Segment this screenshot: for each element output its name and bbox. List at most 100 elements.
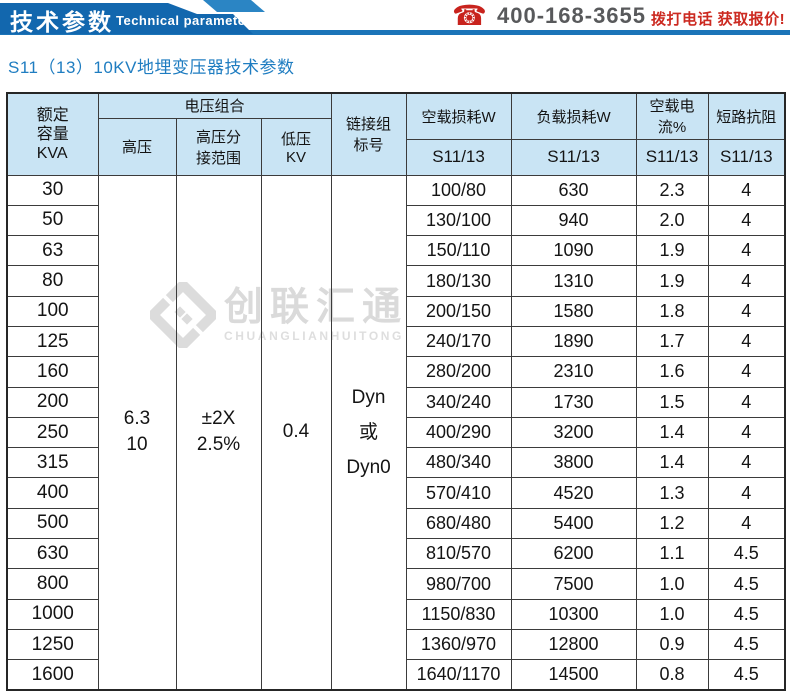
- impedance-cell: 4: [707, 477, 786, 509]
- table-row: 1000 1150/830 10300 1.0 4.5: [6, 598, 786, 630]
- tap-cell: ±2X 2.5%: [175, 174, 262, 691]
- no-load-current-cell: 0.9: [635, 628, 709, 661]
- spec-table: 额定 容量 KVA 电压组合 链接组 标号 空载损耗W 负载损耗W 空载电流% …: [6, 92, 787, 692]
- kva-cell: 250: [6, 416, 99, 449]
- no-load-current-cell: 1.0: [635, 568, 709, 600]
- no-load-loss-cell: 810/570: [405, 538, 512, 570]
- banner-title-en: Technical parameter: [116, 13, 251, 28]
- impedance-cell: 4.5: [707, 659, 786, 691]
- table-row: 1250 1360/970 12800 0.9 4.5: [6, 628, 786, 661]
- table-row: 30 6.3 10 ±2X 2.5% 0.4 Dyn 或 Dyn0 100/80 630 2.…: [6, 174, 786, 691]
- load-loss-cell: 1310: [510, 265, 637, 297]
- no-load-loss-cell: 150/110: [405, 235, 512, 267]
- kva-cell: 80: [6, 265, 99, 297]
- header-model-impedance: S11/13: [707, 138, 786, 176]
- impedance-cell: 4.5: [707, 628, 786, 661]
- phone-cta[interactable]: 拨打电话 获取报价!: [651, 11, 786, 28]
- impedance-cell: 4: [707, 265, 786, 297]
- load-loss-cell: 5400: [510, 507, 637, 540]
- no-load-loss-cell: 980/700: [405, 568, 512, 600]
- banner-title-cn: 技术参数: [10, 9, 114, 35]
- no-load-loss-cell: 100/80: [405, 174, 512, 206]
- header-model-load-loss: S11/13: [510, 138, 637, 176]
- lv-cell: 0.4: [260, 174, 332, 691]
- no-load-loss-cell: 130/100: [405, 204, 512, 237]
- load-loss-cell: 1090: [510, 235, 637, 267]
- impedance-cell: 4: [707, 386, 786, 418]
- table-row: 1600 1640/1170 14500 0.8 4.5: [6, 659, 786, 691]
- table-row: 315 480/340 3800 1.4 4: [6, 447, 786, 479]
- no-load-current-cell: 1.4: [635, 447, 709, 479]
- kva-cell: 30: [6, 174, 99, 206]
- impedance-cell: 4.5: [707, 568, 786, 600]
- load-loss-cell: 6200: [510, 538, 637, 570]
- page-title: S11（13）10KV地埋变压器技术参数: [8, 58, 295, 77]
- load-loss-cell: 10300: [510, 598, 637, 630]
- no-load-current-cell: 1.3: [635, 477, 709, 509]
- load-loss-cell: 4520: [510, 477, 637, 509]
- table-row: 200 340/240 1730 1.5 4: [6, 386, 786, 418]
- table-row: 160 280/200 2310 1.6 4: [6, 356, 786, 388]
- impedance-cell: 4: [707, 295, 786, 327]
- no-load-current-cell: 1.7: [635, 325, 709, 358]
- no-load-loss-cell: 400/290: [405, 416, 512, 449]
- impedance-cell: 4: [707, 507, 786, 540]
- phone-number[interactable]: 400-168-3655: [497, 3, 647, 28]
- impedance-cell: 4: [707, 325, 786, 358]
- kva-cell: 500: [6, 507, 99, 540]
- header-voltage-group: 电压组合: [97, 92, 332, 119]
- no-load-current-cell: 1.6: [635, 356, 709, 388]
- impedance-cell: 4.5: [707, 538, 786, 570]
- kva-cell: 160: [6, 356, 99, 388]
- no-load-current-cell: 1.0: [635, 598, 709, 630]
- kva-cell: 400: [6, 477, 99, 509]
- load-loss-cell: 940: [510, 204, 637, 237]
- no-load-current-cell: 1.8: [635, 295, 709, 327]
- no-load-current-cell: 1.9: [635, 265, 709, 297]
- load-loss-cell: 14500: [510, 659, 637, 691]
- no-load-current-cell: 1.1: [635, 538, 709, 570]
- no-load-current-cell: 0.8: [635, 659, 709, 691]
- header-model-no-load-current: S11/13: [635, 138, 709, 176]
- impedance-cell: 4: [707, 356, 786, 388]
- header-no-load-loss: 空载损耗W: [405, 92, 512, 140]
- header-no-load-current: 空载电流%: [635, 92, 709, 140]
- header-impedance: 短路抗阻: [707, 92, 786, 140]
- impedance-cell: 4: [707, 204, 786, 237]
- top-banner: 技术参数 Technical parameter ☎ 400-168-3655 …: [0, 0, 790, 44]
- impedance-cell: 4.5: [707, 598, 786, 630]
- header-capacity: 额定 容量 KVA: [6, 92, 99, 176]
- no-load-loss-cell: 340/240: [405, 386, 512, 418]
- impedance-cell: 4: [707, 235, 786, 267]
- load-loss-cell: 1890: [510, 325, 637, 358]
- table-row: 500 680/480 5400 1.2 4: [6, 507, 786, 540]
- table-body: 30 6.3 10 ±2X 2.5% 0.4 Dyn 或 Dyn0 100/80 630 2.…: [6, 174, 786, 691]
- no-load-loss-cell: 1150/830: [405, 598, 512, 630]
- header-high-voltage: 高压: [97, 117, 177, 176]
- no-load-loss-cell: 1360/970: [405, 628, 512, 661]
- table-head: 额定 容量 KVA 电压组合 链接组 标号 空载损耗W 负载损耗W 空载电流% …: [6, 92, 786, 176]
- banner-rule: [0, 30, 790, 35]
- kva-cell: 1250: [6, 628, 99, 661]
- no-load-current-cell: 1.9: [635, 235, 709, 267]
- header-tap-range: 高压分 接范围: [175, 117, 262, 176]
- load-loss-cell: 1580: [510, 295, 637, 327]
- kva-cell: 200: [6, 386, 99, 418]
- no-load-loss-cell: 240/170: [405, 325, 512, 358]
- table-row: 50 130/100 940 2.0 4: [6, 204, 786, 237]
- kva-cell: 50: [6, 204, 99, 237]
- impedance-cell: 4: [707, 416, 786, 449]
- no-load-current-cell: 1.5: [635, 386, 709, 418]
- impedance-cell: 4: [707, 447, 786, 479]
- load-loss-cell: 7500: [510, 568, 637, 600]
- kva-cell: 315: [6, 447, 99, 479]
- load-loss-cell: 630: [510, 174, 637, 206]
- impedance-cell: 4: [707, 174, 786, 206]
- kva-cell: 800: [6, 568, 99, 600]
- kva-cell: 125: [6, 325, 99, 358]
- load-loss-cell: 12800: [510, 628, 637, 661]
- kva-cell: 630: [6, 538, 99, 570]
- kva-cell: 1000: [6, 598, 99, 630]
- kva-cell: 63: [6, 235, 99, 267]
